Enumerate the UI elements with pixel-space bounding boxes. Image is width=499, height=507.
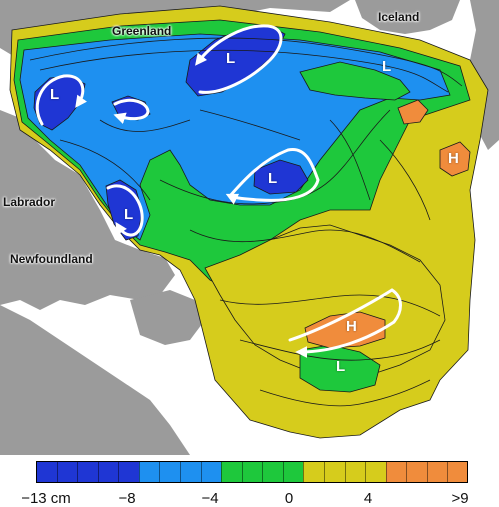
newfoundland-land: [130, 290, 205, 345]
sea-level-map: [0, 0, 499, 455]
arrow-loop-small: [113, 98, 150, 124]
circulation-arrows: [35, 24, 402, 358]
low-marker-labrador-sea: L: [50, 86, 60, 103]
high-ne: [397, 99, 429, 125]
colorbar-bin: [56, 461, 78, 483]
colorbar-tick-label: 4: [363, 490, 373, 507]
colorbar-bin: [77, 461, 98, 483]
colorbar-tick-label: 0: [284, 490, 294, 507]
colorbar-bin: [221, 461, 242, 483]
colorbar-bin: [385, 461, 407, 483]
colorbar-bin: [97, 461, 119, 483]
colorbar-bin: [159, 461, 180, 483]
arrow-loop-central: [225, 147, 320, 205]
colorbar-bin: [118, 461, 139, 483]
label-iceland: Iceland: [378, 10, 420, 24]
na-lower-land: [0, 305, 190, 455]
arrow-loop-labrador-coast: [106, 184, 144, 237]
arrow-loop-greenland-east: [195, 24, 283, 94]
label-newfoundland: Newfoundland: [10, 252, 93, 266]
colorbar-bin: [241, 461, 263, 483]
colorbar: [36, 461, 468, 483]
high-east: [439, 141, 471, 177]
colorbar-bin: [324, 461, 345, 483]
arrow-loop-high: [288, 288, 402, 358]
arrow-loop-labrador-sea: [35, 74, 88, 126]
colorbar-bin: [180, 461, 201, 483]
low-marker-labrador-coast: L: [124, 206, 134, 223]
yellow-central: [204, 224, 446, 381]
colorbar-tick-label: −8: [118, 490, 136, 507]
low-marker-central: L: [268, 170, 278, 187]
colorbar-tick-label: >9: [451, 490, 469, 507]
colorbar-bin: [303, 461, 324, 483]
colorbar-bin: [262, 461, 283, 483]
iceland-land: [355, 0, 460, 34]
label-labrador: Labrador: [3, 195, 56, 209]
label-greenland: Greenland: [112, 24, 172, 38]
colorbar-bin: [200, 461, 222, 483]
colorbar-bin: [426, 461, 448, 483]
green-ne: [299, 61, 411, 101]
low-marker-iceland: L: [382, 58, 392, 75]
colorbar-bin: [282, 461, 304, 483]
colorbar-bin: [138, 461, 160, 483]
colorbar-bin: [36, 461, 57, 483]
high-marker-east: H: [448, 150, 459, 167]
low-marker-south: L: [336, 358, 346, 375]
labrador-land: [0, 110, 175, 310]
low-marker-greenland-east: L: [226, 50, 236, 67]
low-central: [253, 159, 309, 195]
colorbar-bin: [447, 461, 468, 483]
colorbar-bin: [365, 461, 386, 483]
colorbar-bin: [344, 461, 366, 483]
high-marker-south: H: [346, 318, 357, 335]
colorbar-tick-label: −13 cm: [21, 490, 71, 507]
colorbar-tick-label: −4: [201, 490, 219, 507]
colorbar-bin: [406, 461, 427, 483]
